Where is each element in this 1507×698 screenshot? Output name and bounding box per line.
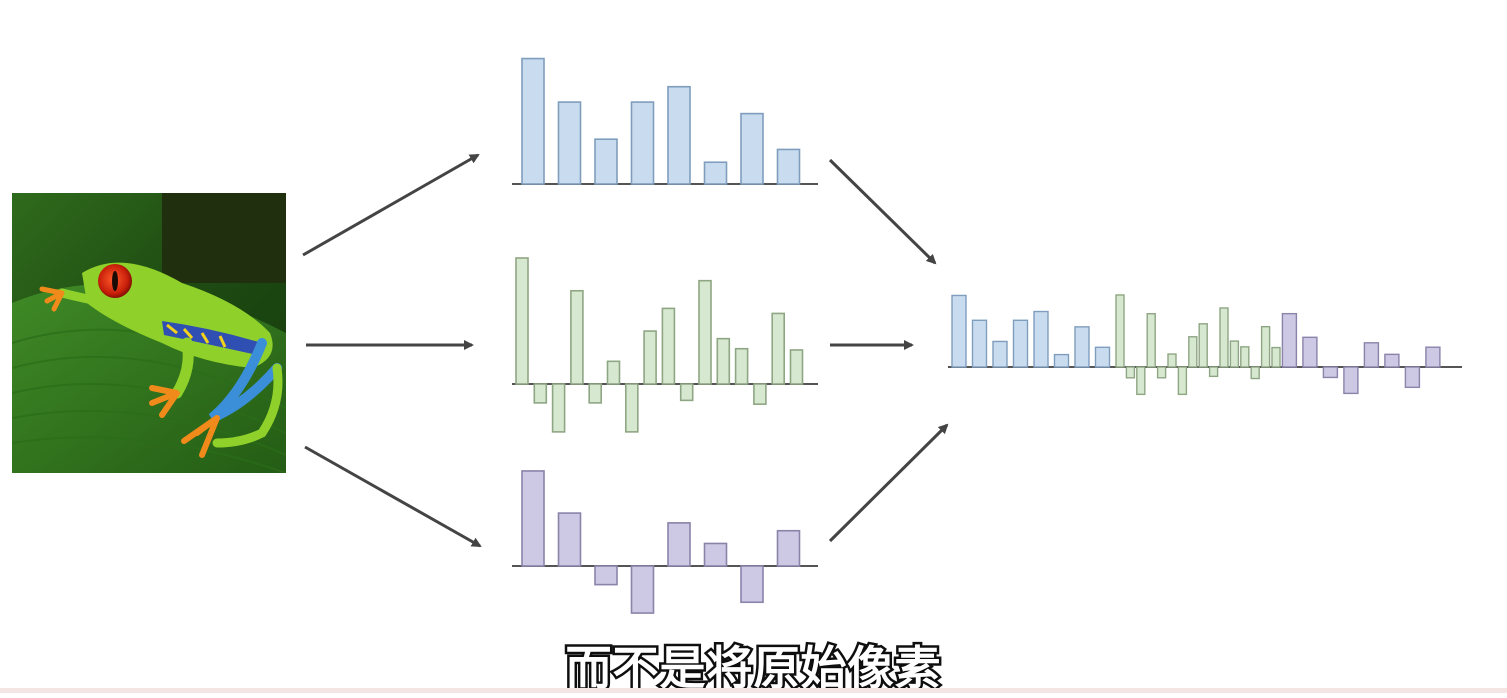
combined-bar [1229, 340, 1240, 368]
combined-bar [1281, 312, 1298, 368]
green-bar [753, 383, 767, 405]
green-bar [661, 307, 676, 385]
combined-bar [1177, 366, 1188, 396]
purple-bar [703, 542, 728, 567]
combined-bar [1012, 319, 1029, 368]
green-bar [533, 383, 548, 404]
purple-bar [557, 512, 582, 567]
green-bar [570, 289, 584, 385]
combined-bar [1188, 336, 1198, 368]
blue-bar [740, 112, 764, 185]
green-bar [551, 383, 566, 433]
combined-bar [1053, 353, 1070, 368]
histogram-blue [512, 57, 818, 185]
combined-bar [1167, 353, 1177, 368]
combined-bar [1271, 346, 1281, 368]
green-bar [771, 312, 786, 385]
combined-bar [1250, 366, 1260, 380]
green-bar [789, 349, 804, 385]
combined-bar [1425, 346, 1441, 368]
green-bar [679, 383, 694, 402]
combined-bar [1074, 326, 1090, 368]
combined-bar [1404, 366, 1421, 389]
green-bar [588, 383, 603, 404]
purple-bar [667, 522, 691, 567]
arrow-to-blue [302, 153, 480, 257]
combined-bar [1384, 353, 1400, 368]
purple-bar [594, 565, 618, 586]
blue-bar [594, 138, 618, 185]
combined-bar [1094, 346, 1111, 368]
blue-bar [776, 148, 801, 185]
green-bar [698, 279, 712, 385]
combined-bar [1033, 310, 1049, 368]
histogram-purple [512, 470, 818, 614]
green-bar [716, 337, 731, 385]
arrow-purple-to-combined [828, 423, 949, 543]
purple-bar [776, 529, 801, 567]
green-bar [606, 360, 621, 385]
combined-bar [1219, 307, 1229, 368]
combined-bar [1302, 336, 1318, 368]
blue-bar [630, 101, 655, 185]
combined-bar [1343, 366, 1359, 395]
combined-bar [1260, 325, 1271, 368]
combined-bar [1125, 366, 1136, 379]
combined-bar [1208, 366, 1219, 378]
green-bar [515, 257, 529, 385]
combined-bar [1198, 323, 1208, 368]
arrows [302, 153, 949, 548]
blue-bar [667, 85, 691, 185]
combined-bar [1136, 366, 1146, 396]
combined-bar [992, 340, 1008, 368]
combined-bar [971, 319, 988, 368]
blue-bar [703, 161, 728, 185]
frog-image [12, 193, 286, 473]
combined-bar [1363, 342, 1380, 368]
green-bar [624, 383, 639, 433]
combined-bar [1240, 346, 1250, 368]
green-bar [643, 330, 657, 385]
combined-bar [951, 294, 967, 368]
histogram-green [512, 257, 818, 433]
green-bar [734, 347, 749, 385]
blue-bar [557, 101, 582, 185]
combined-bar [1146, 313, 1156, 368]
arrow-to-purple [304, 445, 482, 548]
blue-bar [521, 57, 545, 185]
purple-bar [521, 470, 545, 567]
combined-bar [1322, 366, 1339, 379]
arrow-blue-to-combined [828, 158, 937, 265]
combined-bar [1156, 366, 1167, 379]
purple-bar [740, 565, 764, 604]
histogram-combined [948, 294, 1462, 396]
bottom-divider [0, 688, 1507, 693]
combined-bar [1115, 294, 1125, 368]
subtitle-caption: 而不是将原始像素 [563, 639, 943, 698]
purple-bar [630, 565, 655, 614]
